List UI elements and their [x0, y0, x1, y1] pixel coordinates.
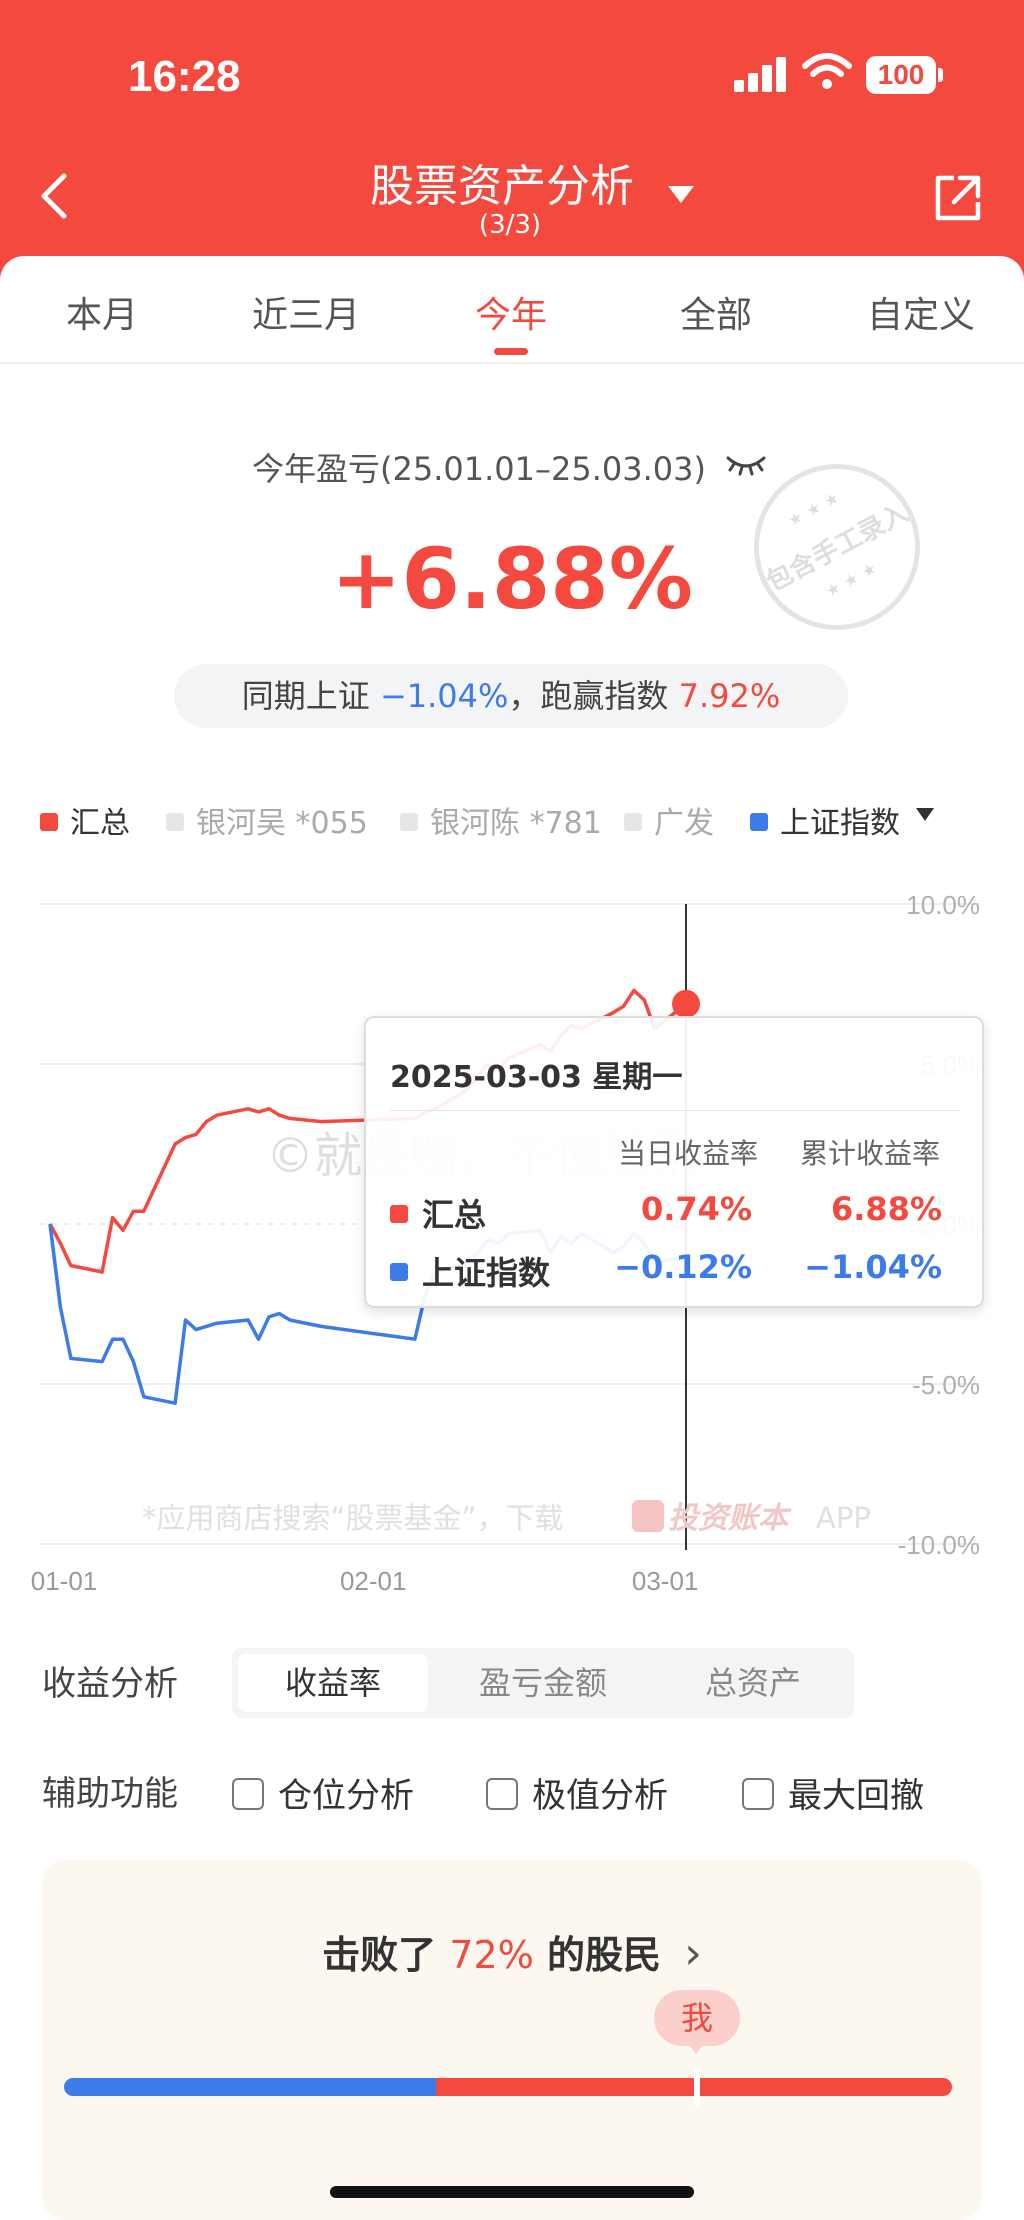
beat-index-value: 7.92% — [678, 677, 781, 715]
bottom-note: *应用商店搜索“股票基金”，下载 — [142, 1501, 564, 1535]
checkbox-icon[interactable] — [232, 1777, 264, 1810]
me-marker-bubble: 我 — [654, 1990, 740, 2046]
tooltip-col-daily: 当日收益率 — [618, 1137, 759, 1170]
legend-swatch — [750, 812, 768, 831]
share-icon[interactable] — [930, 170, 986, 226]
ranking-card[interactable]: 击败了 72% 的股民 › 我 — [42, 1860, 982, 2220]
seg-pnl-amount[interactable]: 盈亏金额 — [478, 1664, 607, 1702]
tab-custom[interactable]: 自定义 — [866, 295, 975, 336]
crosshair-point — [672, 989, 700, 1018]
legend-item-1[interactable]: 汇总 — [40, 798, 130, 842]
analysis-label: 收益分析 — [42, 1664, 178, 1704]
tooltip-col-total: 累计收益率 — [800, 1137, 941, 1170]
legend-swatch — [624, 812, 642, 831]
tooltip-index-cumulative: −1.04% — [804, 1248, 942, 1286]
checkbox-icon[interactable] — [486, 1777, 518, 1810]
legend-label: 银河陈 *781 — [430, 806, 602, 841]
status-time: 16:28 — [128, 52, 241, 101]
battery-tip — [938, 68, 943, 82]
chevron-right-icon[interactable]: › — [684, 1928, 702, 1979]
title-dropdown-icon[interactable] — [668, 186, 694, 203]
legend-label: 上证指数 — [780, 806, 900, 841]
home-indicator — [330, 2186, 694, 2198]
ranking-title[interactable]: 击败了 72% 的股民 › — [322, 1928, 702, 1979]
x-tick-label: 03-01 — [632, 1566, 699, 1596]
ranking-position-marker — [694, 2068, 700, 2106]
cellular-signal-icon — [734, 56, 788, 92]
page-title[interactable]: 股票资产分析 — [370, 161, 634, 212]
chart-tooltip: 2025-03-03 星期一 当日收益率 累计收益率 汇总 0.74% 6.88… — [364, 1016, 984, 1308]
tooltip-row-index-name: 上证指数 — [390, 1248, 550, 1294]
legend-swatch — [400, 812, 418, 831]
y-tick-label: -5.0% — [912, 1370, 980, 1400]
ranking-percent: 72% — [449, 1933, 534, 1977]
aux-function-label: 辅助功能 — [42, 1774, 178, 1814]
tab-all[interactable]: 全部 — [679, 295, 752, 336]
legend-item-4[interactable]: 广发 — [624, 798, 714, 842]
index-return: −1.04% — [379, 677, 509, 715]
checkbox-icon[interactable] — [742, 1777, 774, 1810]
legend-label: 汇总 — [70, 806, 130, 841]
y-tick-label: -10.0% — [898, 1530, 980, 1560]
seg-total-assets[interactable]: 总资产 — [704, 1664, 801, 1702]
tooltip-date: 2025-03-03 星期一 — [390, 1060, 683, 1095]
wifi-icon — [802, 53, 852, 89]
period-tabs: 本月 近三月 今年 全部 自定义 — [0, 256, 1024, 364]
brand-logo-icon — [632, 1500, 664, 1532]
x-tick-label: 02-01 — [340, 1566, 407, 1596]
bottom-brand: 投资账本 — [668, 1501, 792, 1536]
battery-icon: 100 — [866, 56, 936, 94]
seg-return-rate[interactable]: 收益率 — [238, 1654, 428, 1712]
analysis-segmented-control: 收益率 盈亏金额 总资产 — [232, 1648, 854, 1718]
tab-three-months[interactable]: 近三月 — [251, 295, 360, 336]
y-tick-label: 10.0% — [906, 890, 980, 920]
tooltip-total-daily: 0.74% — [640, 1190, 752, 1228]
legend-label: 银河吴 *055 — [196, 806, 368, 841]
tab-this-month[interactable]: 本月 — [65, 295, 138, 336]
legend-item-5[interactable]: 上证指数 — [750, 798, 900, 842]
legend-item-3[interactable]: 银河陈 *781 — [400, 798, 602, 842]
legend-label: 广发 — [654, 806, 714, 841]
max-drawdown-checkbox[interactable]: 最大回撤 — [742, 1768, 924, 1817]
back-arrow-icon[interactable] — [30, 166, 80, 226]
position-analysis-checkbox[interactable]: 仓位分析 — [232, 1768, 414, 1817]
legend-dropdown-icon[interactable] — [916, 808, 934, 821]
eye-closed-icon[interactable] — [724, 452, 768, 476]
bottom-app: APP — [816, 1501, 871, 1535]
legend-item-2[interactable]: 银河吴 *055 — [166, 798, 368, 842]
tooltip-total-cumulative: 6.88% — [830, 1190, 942, 1228]
legend-swatch — [166, 812, 184, 831]
active-tab-indicator — [494, 348, 528, 355]
ranking-bar-low — [64, 2078, 436, 2096]
legend-swatch — [40, 812, 58, 831]
tooltip-index-daily: −0.12% — [614, 1248, 752, 1286]
x-tick-label: 01-01 — [31, 1566, 98, 1596]
header-bar: 16:28 100 股票资产分析 (3/3) — [0, 0, 1024, 280]
period-return-value: +6.88% — [331, 530, 693, 628]
page-subtitle: (3/3) — [478, 210, 542, 240]
tab-this-year[interactable]: 今年 — [474, 295, 547, 336]
extreme-analysis-checkbox[interactable]: 极值分析 — [486, 1768, 668, 1817]
tooltip-row-total-name: 汇总 — [390, 1190, 486, 1236]
period-pnl-label: 今年盈亏(25.01.01–25.03.03) — [252, 450, 706, 488]
index-compare-pill: 同期上证 −1.04%，跑赢指数 7.92% — [174, 664, 848, 728]
